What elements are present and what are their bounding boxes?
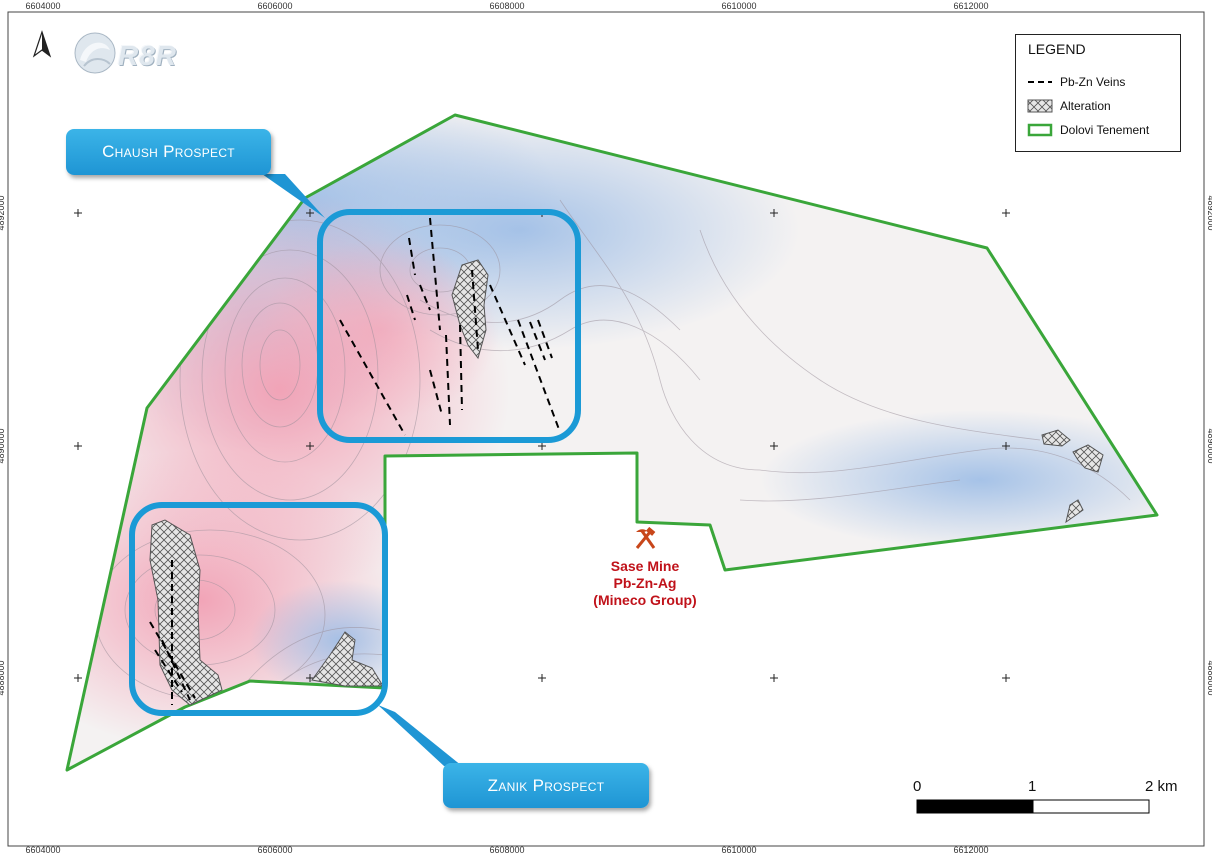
vein: [537, 319, 553, 359]
callout-label: Chaush Prospect: [102, 142, 235, 161]
vein: [154, 649, 183, 693]
vein: [529, 321, 546, 361]
dolovi-tenement-boundary: [65, 113, 1159, 772]
r8r-logo-icon: [74, 32, 116, 74]
coordinate-label: 6612000: [953, 1, 988, 11]
vein: [429, 369, 443, 416]
zanik-prospect-highlight: [129, 502, 388, 716]
scale-label-1: 1: [1028, 778, 1037, 795]
coordinate-label: 6606000: [257, 1, 292, 11]
vein: [406, 294, 416, 321]
vein: [489, 284, 526, 366]
coordinate-label: 6608000: [489, 1, 524, 11]
mine-commodity: Pb-Zn-Ag: [613, 575, 677, 591]
zanik-prospect-callout: Zanik Prospect: [443, 763, 649, 808]
legend-item-tenement: Dolovi Tenement: [1026, 121, 1149, 139]
alteration-zone: [1041, 429, 1071, 447]
legend-item-veins: Pb-Zn Veins: [1026, 73, 1125, 91]
vein: [419, 284, 431, 311]
legend-label: Alteration: [1060, 99, 1111, 113]
vein: [429, 217, 441, 331]
pick-hammer-icon: [635, 527, 656, 549]
pb-zn-veins: [149, 217, 561, 705]
coordinate-label: 4890000: [1206, 428, 1212, 463]
x-coordinate-labels-bottom: 6604000 6606000 6608000 6610000 6612000: [25, 845, 988, 854]
coordinate-label: 4892000: [1206, 195, 1212, 230]
y-coordinate-labels-left: 4892000 4890000 4888000: [0, 195, 6, 695]
legend-label: Dolovi Tenement: [1060, 123, 1150, 137]
crosshatch-icon: [1027, 99, 1053, 113]
alteration-zone: [311, 631, 384, 687]
outline-box-icon: [1027, 123, 1053, 137]
legend: LEGEND Pb-Zn Veins Alteration Dolovi Ten…: [1015, 34, 1181, 152]
mine-name: Sase Mine: [610, 558, 680, 574]
callout-label: Zanik Prospect: [487, 775, 605, 795]
vein: [339, 319, 406, 436]
chaush-prospect-highlight: [317, 209, 581, 443]
vein: [459, 324, 463, 411]
alteration-zone: [149, 519, 223, 706]
coordinate-label: 6610000: [721, 845, 756, 854]
coordinate-label: 6612000: [953, 845, 988, 854]
alteration-zone: [1072, 444, 1104, 473]
alteration-zone: [1065, 499, 1084, 524]
scale-label-2: 2 km: [1145, 778, 1178, 795]
coordinate-label: 6604000: [25, 845, 60, 854]
mine-owner: (Mineco Group): [593, 592, 697, 608]
coordinate-label: 4888000: [0, 660, 6, 695]
legend-label: Pb-Zn Veins: [1060, 75, 1126, 89]
coordinate-label: 4890000: [0, 428, 6, 463]
vein: [471, 269, 479, 351]
coordinate-label: 4888000: [1206, 660, 1212, 695]
vein: [517, 319, 561, 433]
y-coordinate-labels-right: 4892000 4890000 4888000: [1206, 195, 1212, 695]
scale-bar: [916, 799, 1150, 814]
alteration-zone: [451, 259, 489, 360]
r8r-logo-text: R8R: [118, 40, 178, 71]
legend-title: LEGEND: [1028, 41, 1086, 57]
vein: [149, 621, 196, 699]
vein: [408, 237, 416, 276]
coordinate-label: 6608000: [489, 845, 524, 854]
coordinate-label: 6604000: [25, 1, 60, 11]
vein: [445, 334, 451, 426]
dashed-line-icon: [1028, 81, 1052, 83]
alteration-zones: [149, 259, 1104, 706]
sase-mine-label: Sase Mine Pb-Zn-Ag (Mineco Group): [570, 558, 720, 609]
coordinate-label: 6606000: [257, 845, 292, 854]
coordinate-label: 4892000: [0, 195, 6, 230]
chaush-callout-pointer: [262, 174, 325, 218]
chaush-prospect-callout: Chaush Prospect: [66, 129, 271, 175]
zanik-callout-pointer: [378, 705, 462, 766]
grid-crosses: [74, 209, 1010, 682]
legend-item-alteration: Alteration: [1026, 97, 1111, 115]
scale-label-0: 0: [913, 778, 922, 795]
coordinate-label: 6610000: [721, 1, 756, 11]
x-coordinate-labels-top: 6604000 6606000 6608000 6610000 6612000: [25, 1, 988, 11]
north-arrow-icon: [32, 30, 52, 58]
